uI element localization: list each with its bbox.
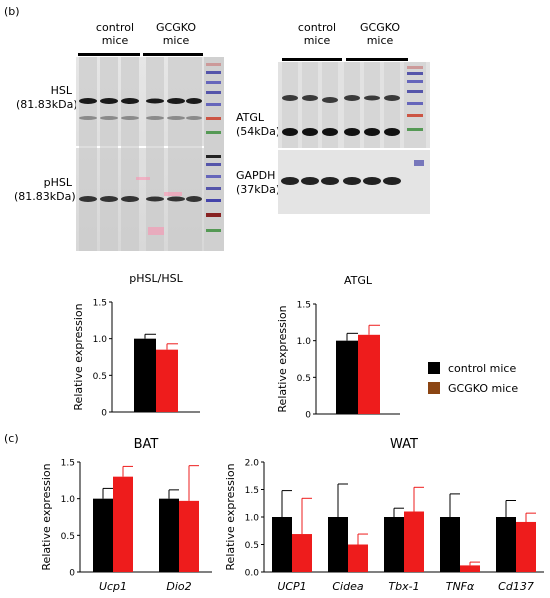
x-category-label: Cidea [332, 580, 363, 593]
bar-control [272, 517, 292, 572]
chart-title: BAT [134, 437, 159, 452]
bar-gcgko [516, 521, 536, 572]
y-tick-label: 0.5 [93, 372, 107, 382]
left-blot-group-gcgko: GCGKO mice [156, 21, 196, 47]
bar-gcgko [460, 565, 480, 572]
x-category-label: Ucp1 [99, 580, 127, 593]
x-category-label: Cd137 [498, 580, 534, 593]
y-tick-label: 0.5 [297, 374, 311, 384]
y-tick-label: 1.0 [61, 495, 76, 505]
bar-gcgko [292, 534, 312, 572]
y-tick-label: 1.5 [245, 486, 259, 496]
y-tick-label: 1.5 [93, 299, 107, 309]
right-blot-atgl-label: ATGL (54kDa) [236, 111, 281, 138]
chart-phsl-hsl: pHSL/HSL Relative expression 0 0.5 1.0 1.5 [72, 272, 200, 419]
y-tick-label: 0 [101, 409, 107, 419]
legend-label-gcgko: GCGKO mice [448, 381, 519, 395]
y-tick-label: 0 [69, 569, 75, 579]
y-tick-label: 1.0 [93, 335, 108, 345]
chart-title: ATGL [344, 274, 373, 287]
bar-gcgko [404, 511, 424, 572]
bar-control [93, 498, 113, 572]
right-blot-group-control: control mice [297, 21, 337, 47]
y-tick-label: 1.0 [297, 337, 312, 347]
y-tick-label: 0.0 [245, 569, 260, 579]
y-tick-label: 1.5 [297, 301, 311, 311]
right-blot-gapdh-label: GAPDH (37kDa) [236, 169, 281, 196]
y-tick-label: 0 [305, 411, 311, 421]
legend-item-gcgko: GCGKO mice [428, 379, 518, 397]
bar-control [159, 498, 179, 572]
left-blot-gcgko-bar [143, 53, 203, 56]
right-blot-control-bar [282, 58, 342, 61]
legend-swatch-gcgko [428, 382, 440, 394]
bar-control [134, 338, 156, 412]
bar-control [336, 340, 358, 414]
bar-control [384, 517, 404, 572]
right-blot-gcgko-bar [346, 58, 408, 61]
bar-gcgko [156, 349, 178, 412]
x-category-label: UCP1 [277, 580, 306, 593]
y-tick-label: 1.5 [61, 459, 75, 469]
legend: control mice GCGKO mice [428, 359, 518, 397]
left-blot-control-bar [78, 53, 140, 56]
legend-swatch-control [428, 362, 440, 374]
bar-gcgko [113, 476, 133, 572]
x-category-label: Tbx-1 [388, 580, 419, 593]
left-blot-phsl-label: pHSL (81.83kDa) [14, 176, 76, 203]
y-axis-label: Relative expression [276, 305, 289, 412]
y-axis-label: Relative expression [72, 303, 85, 410]
left-blot-group-control: control mice [95, 21, 135, 47]
chart-title: WAT [390, 437, 418, 452]
y-tick-label: 0.5 [245, 541, 259, 551]
bar-control [496, 517, 516, 572]
y-tick-label: 2.0 [245, 459, 260, 469]
chart-wat: WAT Relative expression 0.0 0.5 1.0 1.5 2.0 UCP… [224, 437, 544, 593]
y-axis-label: Relative expression [224, 463, 237, 570]
panel-c-label: (c) [4, 432, 19, 445]
left-blot-image [76, 57, 224, 251]
y-axis-label: Relative expression [40, 463, 53, 570]
legend-label-control: control mice [448, 361, 517, 375]
right-blot-group-gcgko: GCGKO mice [360, 21, 400, 47]
x-category-label: Dio2 [166, 580, 191, 593]
panel-b-label: (b) [4, 5, 20, 18]
chart-atgl: ATGL Relative expression 0 0.5 1.0 1.5 [276, 274, 400, 421]
y-tick-label: 0.5 [61, 532, 75, 542]
chart-title: pHSL/HSL [129, 272, 183, 285]
right-blot-image [278, 62, 430, 214]
legend-item-control: control mice [428, 359, 518, 377]
bar-gcgko [179, 500, 199, 572]
bar-gcgko [348, 544, 368, 572]
x-category-label: TNFα [446, 580, 475, 593]
bar-control [328, 517, 348, 572]
y-tick-label: 1.0 [245, 514, 260, 524]
left-blot-hsl-label: HSL (81.83kDa) [16, 84, 78, 111]
bar-control [440, 517, 460, 572]
chart-bat: BAT Relative expression 0 0.5 1.0 1.5 Ucp1 Dio2 [40, 437, 212, 593]
bar-gcgko [358, 334, 380, 414]
